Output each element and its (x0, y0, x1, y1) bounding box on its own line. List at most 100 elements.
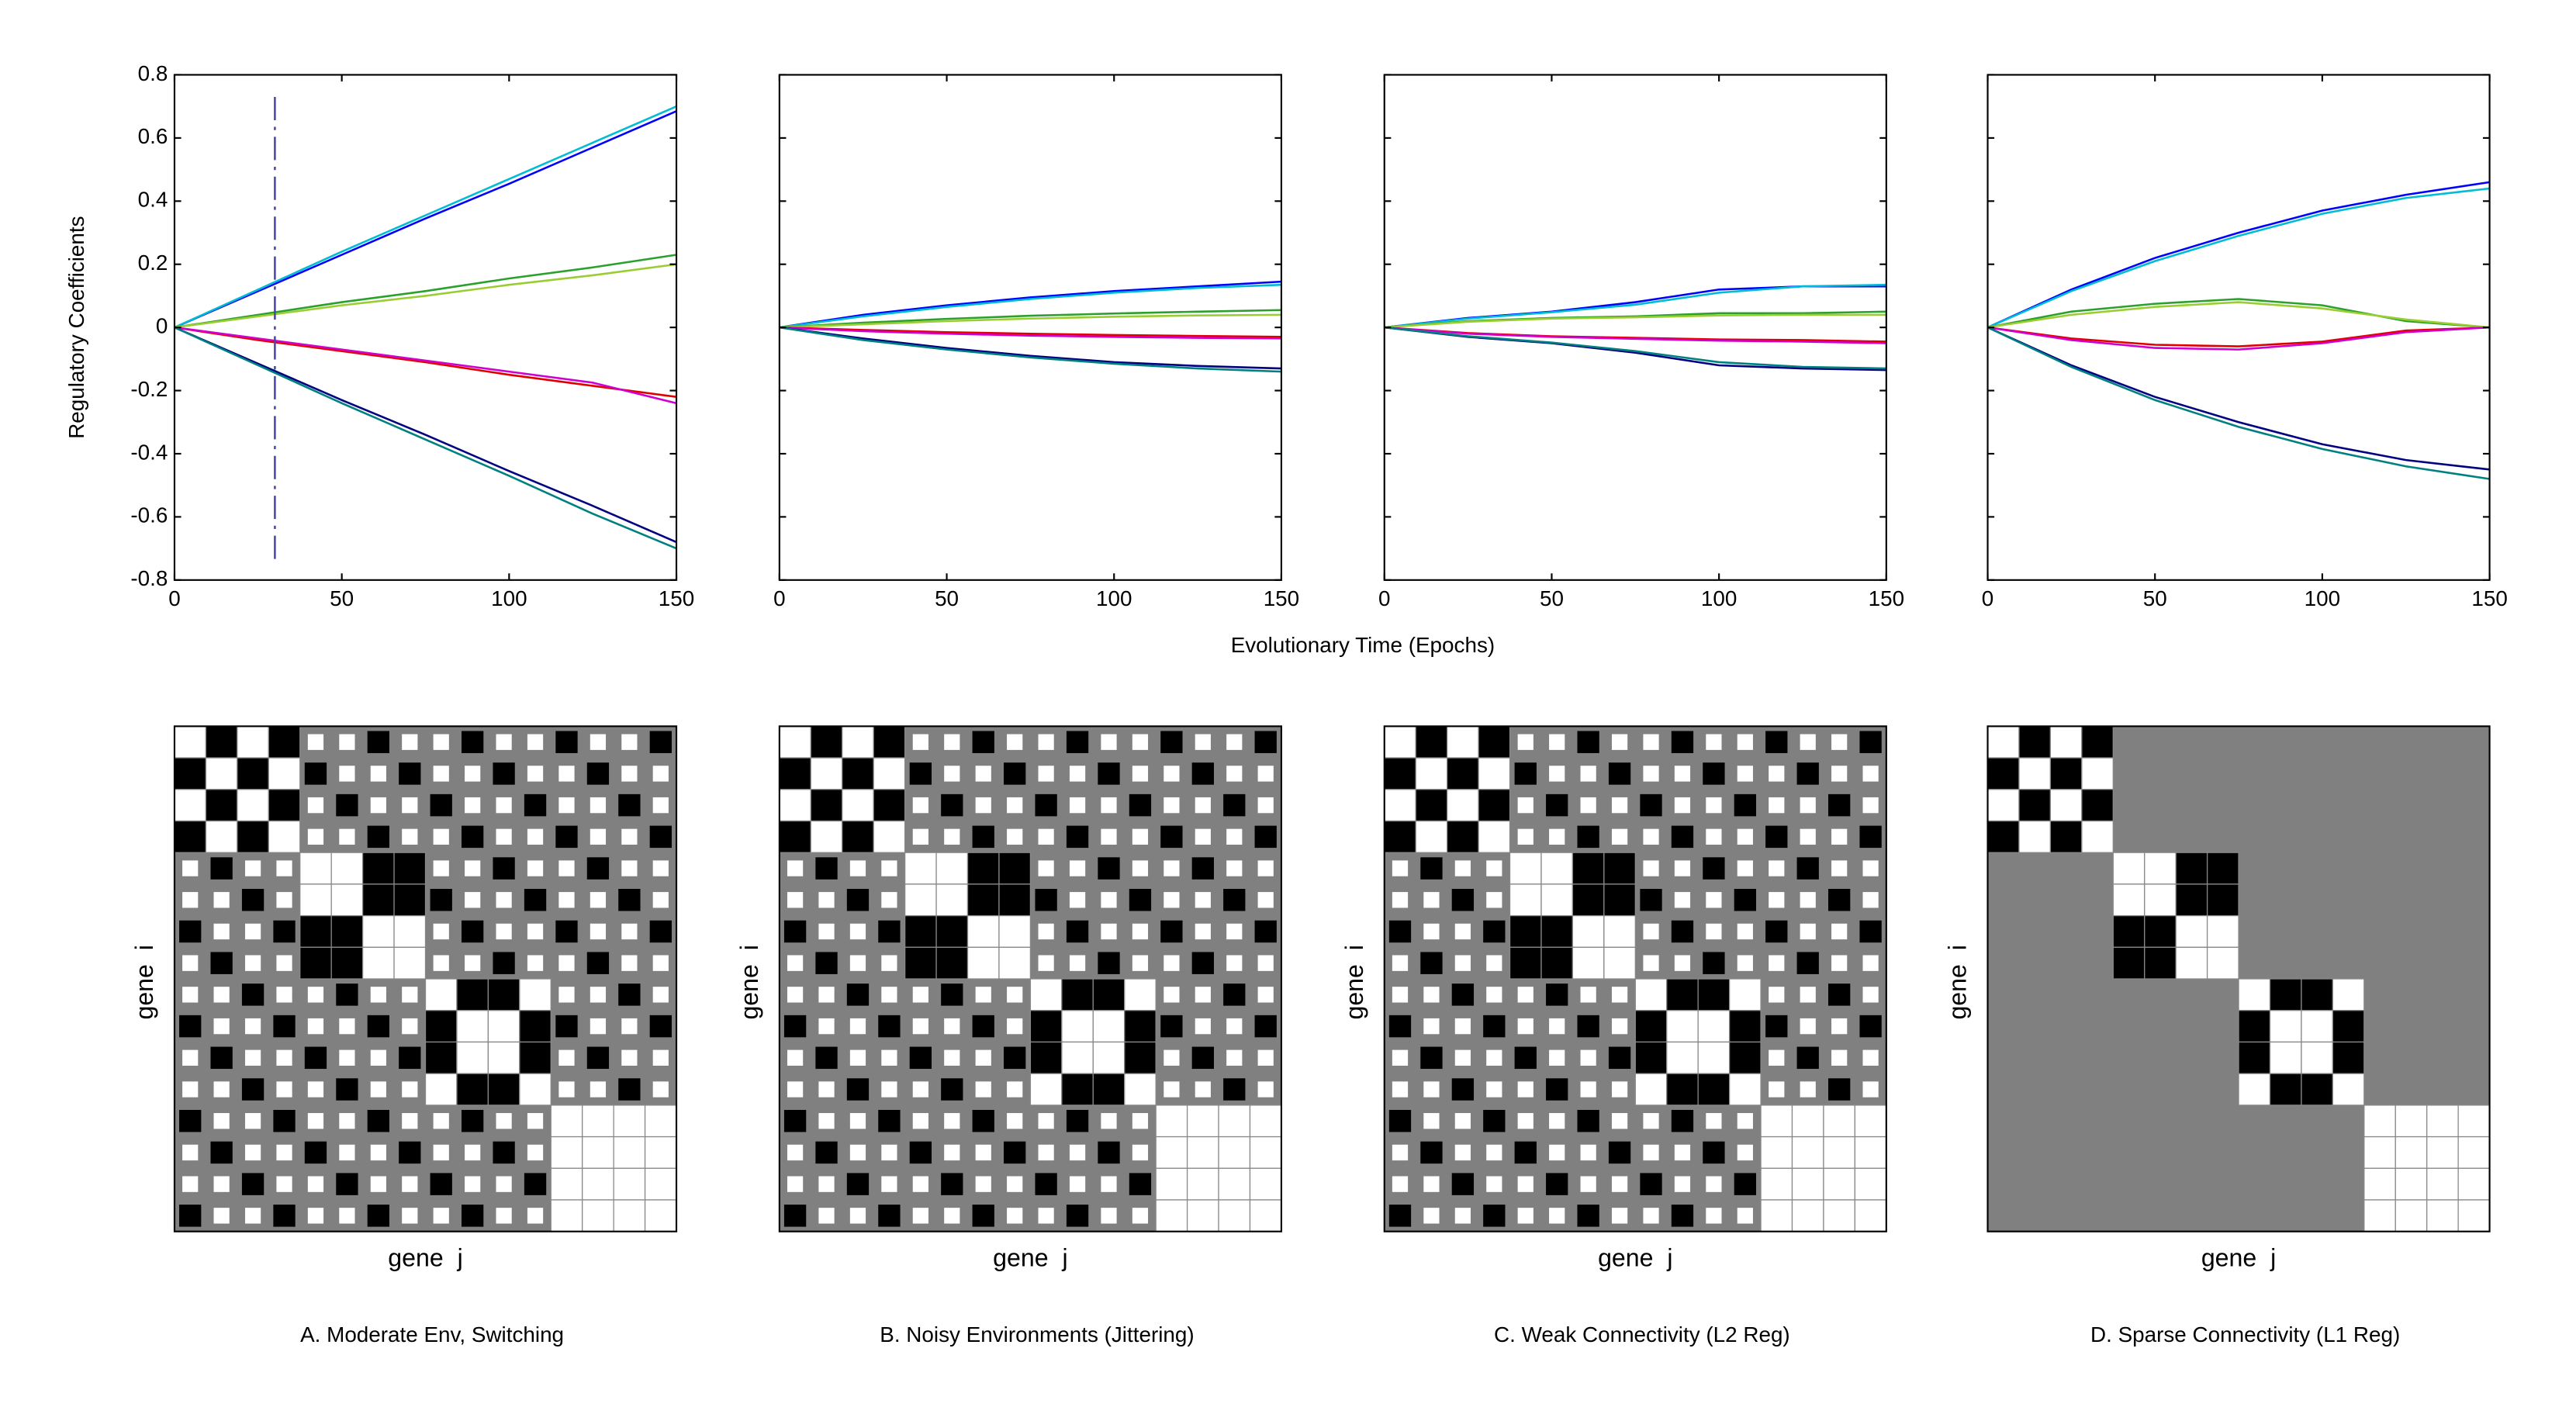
matrix-cell (1703, 857, 1725, 880)
matrix-cell (1706, 1176, 1722, 1192)
matrix-cell (1451, 1078, 1475, 1101)
matrix-cell (402, 1113, 418, 1129)
matrix-cell (1226, 1049, 1243, 1066)
matrix-cell (1765, 920, 1788, 943)
matrix-cell (1580, 766, 1596, 782)
matrix-cell (430, 1173, 452, 1195)
matrix-cell (1160, 731, 1183, 753)
matrix-cell (307, 1208, 324, 1224)
matrix-cell (1038, 955, 1054, 971)
matrix-cell (873, 757, 906, 790)
matrix-cell (182, 955, 199, 971)
x-tick-label: 0 (1378, 586, 1391, 610)
matrix-cell (2269, 1041, 2302, 1074)
matrix-cell (586, 857, 610, 880)
matrix-cell (433, 828, 449, 845)
matrix-cell (1769, 797, 1785, 814)
matrix-cell (1706, 1208, 1722, 1224)
matrix-cell (2238, 1073, 2271, 1106)
matrix-cell (393, 946, 427, 980)
matrix-cell (433, 766, 449, 782)
matrix-cell (2426, 1199, 2459, 1232)
matrix-cell (849, 860, 866, 876)
matrix-cell (998, 852, 1032, 885)
matrix-cell (276, 1081, 292, 1098)
matrix-cell (299, 883, 332, 917)
matrix-cell (787, 1176, 804, 1192)
matrix-cell (1828, 1078, 1851, 1101)
matrix-cell (1164, 987, 1180, 1003)
matrix-cell (519, 1041, 552, 1074)
matrix-cell (558, 987, 575, 1003)
matrix-cell (1249, 1105, 1282, 1138)
matrix-cell (652, 1049, 669, 1066)
matrix-cell (2112, 852, 2146, 885)
matrix-cell (336, 1078, 358, 1101)
matrix-cell (276, 955, 292, 971)
matrix-cell (1854, 1136, 1887, 1169)
matrix-cell (1124, 1041, 1157, 1074)
matrix-cell (244, 955, 261, 971)
matrix-cell (881, 860, 897, 876)
matrix-cell (1226, 734, 1243, 750)
matrix-cell (237, 820, 269, 853)
matrix-cell (527, 955, 544, 971)
matrix-cell (1828, 984, 1851, 1006)
matrix-cell (1101, 923, 1117, 940)
matrix-cell (1580, 1176, 1596, 1192)
matrix-cell (1862, 1049, 1879, 1066)
matrix-cell (402, 828, 418, 845)
matrix-cell (555, 731, 578, 753)
matrix-cell (1549, 1208, 1565, 1224)
matrix-cell (1517, 987, 1533, 1003)
y-axis-label: gene i (1340, 945, 1368, 1019)
matrix-cell (1666, 1010, 1699, 1043)
matrix-cell (402, 1018, 418, 1035)
matrix-cell (1697, 1073, 1731, 1106)
matrix-cell (1164, 892, 1180, 908)
matrix-cell (1831, 1018, 1848, 1035)
matrix-cell (1791, 1105, 1824, 1138)
matrix-cell (1831, 828, 1848, 845)
matrix-cell (1038, 828, 1054, 845)
matrix-cell (1061, 1041, 1094, 1074)
matrix-cell (846, 984, 870, 1006)
matrix-cell (1155, 1199, 1188, 1232)
matrix-cell (818, 987, 835, 1003)
matrix-cell (2049, 725, 2083, 759)
matrix-cell (2457, 1167, 2491, 1201)
matrix-cell (1760, 1199, 1793, 1232)
matrix-cell (205, 820, 238, 853)
matrix-cell (276, 892, 292, 908)
matrix-cell (944, 1049, 960, 1066)
matrix-cell (524, 889, 547, 911)
matrix-cell (496, 1176, 512, 1192)
matrix-cell (846, 889, 870, 911)
y-tick-label: 0.4 (138, 188, 168, 212)
line (779, 283, 1281, 329)
matrix-cell (935, 852, 969, 885)
matrix-cell (1791, 1136, 1824, 1169)
matrix-cell (213, 1208, 230, 1224)
matrix-cell (1540, 946, 1574, 980)
matrix-cell (424, 978, 458, 1011)
matrix-cell (944, 828, 960, 845)
matrix-cell (818, 1208, 835, 1224)
line (779, 309, 1281, 329)
matrix-cell (487, 1073, 520, 1106)
matrix-cell (1415, 757, 1448, 790)
matrix-cell (2332, 1010, 2365, 1043)
line (1986, 326, 2490, 471)
matrix-cell (1061, 1010, 1094, 1043)
matrix-cell (493, 1141, 515, 1164)
matrix-cell (1454, 1208, 1471, 1224)
matrix-cell (1734, 793, 1756, 817)
matrix-cell (182, 892, 199, 908)
matrix-cell (1186, 1199, 1219, 1232)
matrix-cell (1728, 1041, 1762, 1074)
matrix-cell (783, 1015, 807, 1038)
matrix-cell (550, 1167, 583, 1201)
matrix-cell (644, 1199, 677, 1232)
matrix-cell (779, 820, 811, 853)
y-tick-label: 0 (156, 313, 168, 337)
